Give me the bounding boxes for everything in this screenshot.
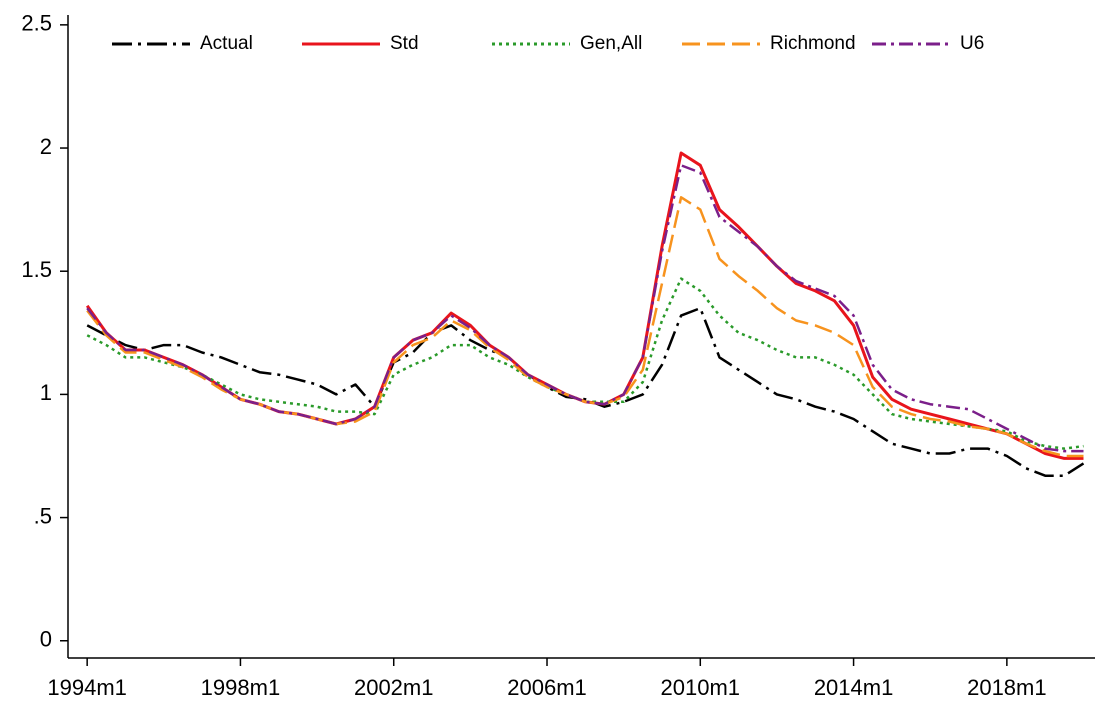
legend-label: Richmond bbox=[770, 33, 856, 54]
x-tick-label: 1998m1 bbox=[201, 675, 281, 700]
legend-label: Actual bbox=[200, 33, 253, 54]
legend-label: U6 bbox=[960, 33, 984, 54]
series-line bbox=[85, 151, 1084, 460]
x-tick-label: 2014m1 bbox=[814, 675, 894, 700]
legend-label: Std bbox=[390, 33, 419, 54]
x-tick-label: 2002m1 bbox=[354, 675, 434, 700]
y-tick-label: 0 bbox=[40, 627, 52, 652]
y-tick-label: 2.5 bbox=[21, 11, 52, 36]
series-line bbox=[86, 306, 1085, 477]
legend-label: Gen,All bbox=[580, 33, 642, 54]
y-tick-label: 2 bbox=[40, 134, 52, 159]
x-tick-label: 1994m1 bbox=[47, 675, 127, 700]
x-tick-label: 2018m1 bbox=[967, 675, 1047, 700]
y-tick-label: 1.5 bbox=[21, 257, 52, 282]
x-tick-label: 2010m1 bbox=[661, 675, 741, 700]
series-line bbox=[86, 196, 1084, 458]
x-tick-label: 2006m1 bbox=[507, 675, 587, 700]
y-tick-label: 1 bbox=[40, 380, 52, 405]
y-tick-label: .5 bbox=[34, 503, 52, 528]
series-line bbox=[86, 164, 1084, 453]
